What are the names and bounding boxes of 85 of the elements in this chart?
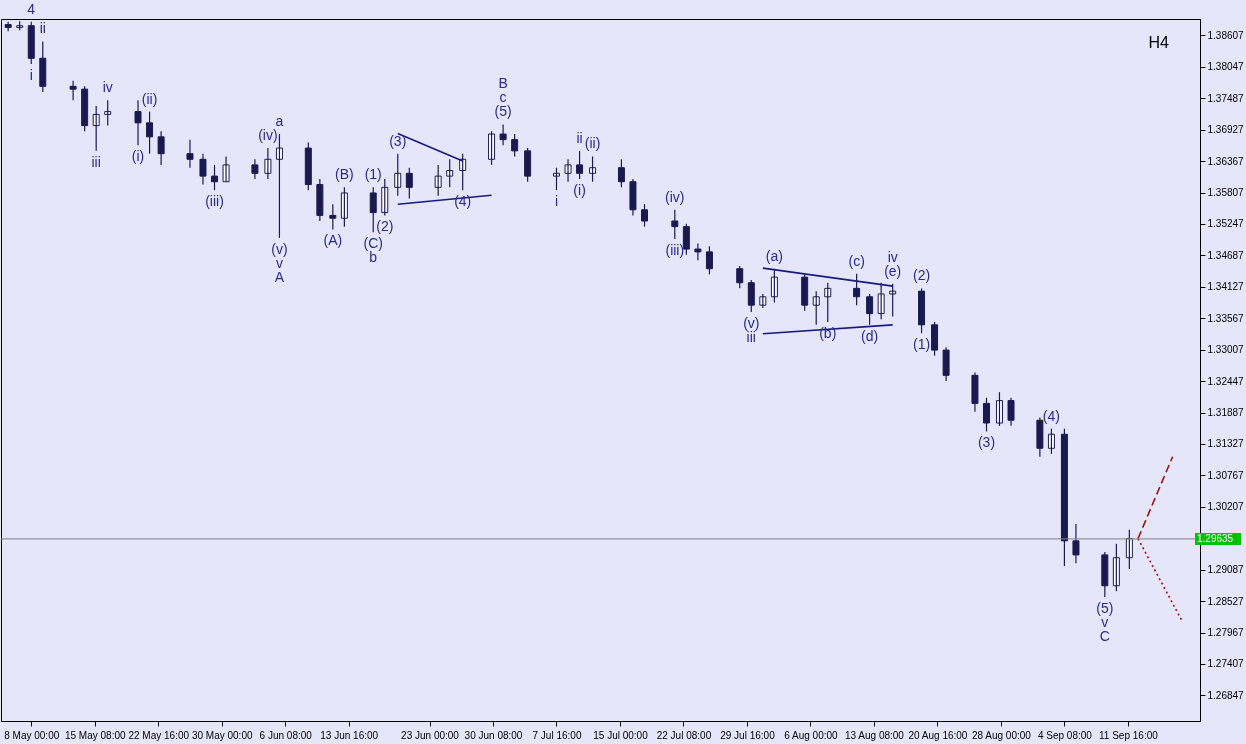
y-tick-label: 1.38047: [1207, 61, 1245, 73]
y-tick-label: 1.36927: [1207, 124, 1245, 136]
annotation: B: [498, 75, 508, 92]
annotation: H4: [1148, 34, 1170, 51]
x-tick-label: 4 Sep 08:00: [1037, 729, 1093, 741]
annotation: iv: [102, 79, 113, 96]
y-tick-label: 1.28527: [1207, 595, 1245, 607]
y-tick-label: 1.38607: [1207, 29, 1245, 41]
x-tick-label: 20 Aug 16:00: [908, 729, 968, 741]
x-tick-label: 6 Jun 08:00: [259, 729, 313, 741]
x-tick-label: 29 Jul 16:00: [720, 729, 776, 741]
annotation: (1): [364, 166, 382, 183]
annotation: (4): [1042, 407, 1060, 424]
y-tick-label: 1.35247: [1207, 218, 1245, 230]
y-tick-label: 1.37487: [1207, 92, 1245, 104]
annotation: ii: [576, 129, 583, 146]
y-tick-label: 1.33007: [1207, 344, 1245, 356]
y-tick-label: 1.32447: [1207, 375, 1245, 387]
annotation: (v): [743, 314, 760, 331]
annotation: iii: [746, 328, 756, 345]
annotation: (d): [861, 327, 879, 344]
x-tick-label: 22 Jul 08:00: [656, 729, 712, 741]
annotation: (3): [389, 132, 407, 149]
x-tick-label: 8 May 00:00: [4, 729, 60, 741]
annotation: (5): [1096, 599, 1114, 616]
x-tick-label: 23 Jun 00:00: [401, 729, 460, 741]
annotation: C: [1099, 627, 1110, 644]
annotation: v: [275, 254, 283, 271]
y-tick-label: 1.33567: [1207, 312, 1245, 324]
annotation: (iii): [665, 241, 685, 258]
y-tick-label: 1.34127: [1207, 281, 1245, 293]
x-tick-label: 28 Aug 00:00: [971, 729, 1032, 741]
x-tick-label: 30 Jun 08:00: [464, 729, 523, 741]
y-tick-label: 1.36367: [1207, 155, 1245, 167]
annotation: (iv): [258, 127, 278, 144]
x-tick-label: 22 May 16:00: [128, 729, 190, 741]
annotation: (b): [819, 325, 837, 342]
y-tick-label: 1.30207: [1207, 501, 1245, 513]
annotation: (i): [573, 181, 586, 198]
x-tick-label: 7 Jul 16:00: [532, 729, 582, 741]
annotation: (B): [335, 166, 354, 183]
x-tick-label: 30 May 00:00: [191, 729, 253, 741]
annotation: (2): [376, 218, 394, 235]
y-tick-label: 1.29087: [1207, 564, 1245, 576]
y-tick-label: 1.27967: [1207, 627, 1245, 639]
y-tick-label: 1.34687: [1207, 249, 1245, 261]
annotation: (ii): [584, 135, 601, 152]
annotation: (1): [913, 336, 931, 353]
annotation: i: [29, 66, 33, 83]
annotation: c: [499, 89, 507, 106]
annotation: (a): [765, 247, 783, 264]
annotation: 4: [27, 0, 36, 17]
x-tick-label: 13 Jun 16:00: [320, 729, 379, 741]
x-tick-label: 15 Jul 00:00: [593, 729, 649, 741]
annotation: (2): [913, 267, 931, 284]
y-tick-label: 1.31887: [1207, 407, 1245, 419]
y-tick-label: 1.31327: [1207, 438, 1245, 450]
annotation: (i): [131, 148, 145, 165]
annotation: v: [1101, 613, 1109, 630]
x-tick-label: 6 Aug 00:00: [784, 729, 839, 741]
y-tick-label: 1.35807: [1207, 187, 1245, 199]
annotation: (5): [494, 103, 512, 120]
y-tick-label: 1.30767: [1207, 469, 1245, 481]
annotation: (e): [884, 262, 902, 279]
annotation: (3): [977, 434, 996, 451]
annotation: (iii): [205, 193, 224, 210]
annotation: (iv): [665, 188, 685, 205]
annotation: A: [274, 268, 285, 285]
y-tick-label: 1.26847: [1207, 689, 1245, 701]
annotation: (c): [848, 252, 865, 269]
annotation: b: [369, 249, 378, 266]
annotation: iv: [887, 248, 898, 265]
annotation: (ii): [141, 90, 158, 107]
y-tick-label: 1.27407: [1207, 658, 1245, 670]
annotation: (C): [363, 235, 383, 252]
x-tick-label: 13 Aug 08:00: [844, 729, 905, 741]
annotation: (v): [271, 240, 288, 257]
x-tick-label: 11 Sep 16:00: [1099, 729, 1159, 741]
annotation: ii: [39, 20, 46, 37]
annotation: a: [275, 113, 284, 130]
ref-line-label: 1.29635: [1197, 532, 1234, 544]
annotation: (A): [323, 232, 343, 249]
x-tick-label: 15 May 08:00: [64, 729, 126, 741]
annotation: iii: [91, 153, 101, 170]
annotation: i: [554, 193, 559, 210]
